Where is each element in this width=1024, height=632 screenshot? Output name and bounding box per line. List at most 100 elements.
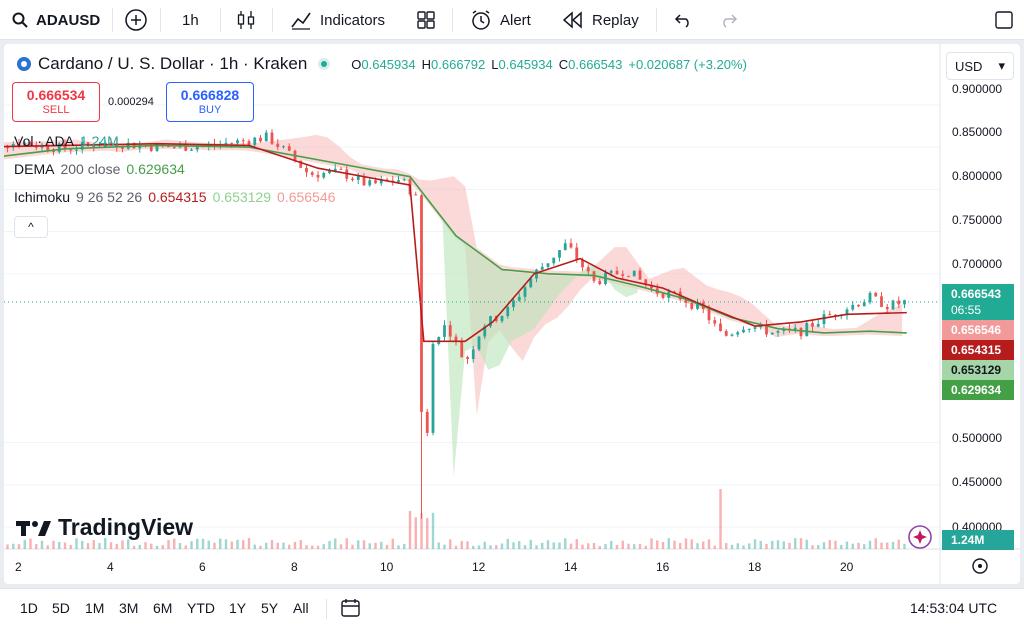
volume-bar xyxy=(891,541,895,549)
candle-body xyxy=(765,324,768,335)
candle-body xyxy=(696,302,699,309)
candle-body xyxy=(368,180,372,186)
sparkle-icon xyxy=(908,525,932,549)
range-1d[interactable]: 1D xyxy=(20,600,38,616)
go-to-date-button[interactable] xyxy=(340,597,362,624)
volume-bar xyxy=(799,538,803,549)
volume-bar xyxy=(339,544,343,549)
layout-button[interactable] xyxy=(994,0,1014,40)
collapse-legend-button[interactable]: ^ xyxy=(14,216,48,238)
candle-body xyxy=(891,300,895,310)
candle-body xyxy=(793,327,797,330)
candle-body xyxy=(569,243,573,248)
volume-bar xyxy=(575,539,578,549)
currency-select[interactable]: USD ▾ xyxy=(946,52,1014,80)
candle-body xyxy=(454,336,458,341)
volume-bar xyxy=(822,542,826,549)
volume-bar xyxy=(558,542,561,549)
candle-body xyxy=(851,304,855,310)
volume-bar xyxy=(357,540,360,549)
interval-button[interactable]: 1h xyxy=(182,0,199,40)
volume-bar xyxy=(150,543,153,549)
dema-legend[interactable]: DEMA 200 close 0.629634 xyxy=(14,161,185,177)
volume-bar xyxy=(305,545,308,549)
range-1y[interactable]: 1Y xyxy=(229,600,247,616)
candle-body xyxy=(425,411,429,433)
candle-body xyxy=(828,314,832,316)
sell-button[interactable]: 0.666534 SELL xyxy=(12,82,100,122)
tradingview-logo-text: TradingView xyxy=(58,514,194,540)
volume-bar xyxy=(840,545,843,549)
range-6m[interactable]: 6M xyxy=(153,600,173,616)
candle-body xyxy=(609,270,613,273)
add-symbol-button[interactable] xyxy=(124,0,148,40)
bottom-bar: 1D 5D 1M 3M 6M YTD 1Y 5Y All 14:53:04 UT… xyxy=(0,588,1024,632)
volume-bar xyxy=(713,545,716,549)
volume-legend[interactable]: Vol · ADA 1.24M xyxy=(14,133,119,149)
volume-bar xyxy=(742,545,745,549)
candle-body xyxy=(379,179,383,184)
ai-assistant-button[interactable] xyxy=(906,524,936,555)
volume-bar xyxy=(506,538,509,549)
volume-bar xyxy=(472,545,475,549)
replay-button[interactable]: Replay xyxy=(562,0,639,40)
range-1m[interactable]: 1M xyxy=(85,600,105,616)
price-tick: 0.800000 xyxy=(952,169,1003,183)
range-ytd[interactable]: YTD xyxy=(187,600,215,616)
candle-body xyxy=(80,142,84,150)
range-3m[interactable]: 3M xyxy=(119,600,139,616)
price-chart[interactable] xyxy=(4,44,1020,584)
candle-body xyxy=(776,331,780,333)
candle-body xyxy=(322,172,326,178)
volume-bar xyxy=(897,539,900,549)
volume-bar xyxy=(29,538,32,549)
volume-bar xyxy=(449,539,452,549)
alert-button[interactable]: Alert xyxy=(470,0,531,40)
clock-display[interactable]: 14:53:04 UTC xyxy=(910,600,998,616)
undo-button[interactable] xyxy=(674,0,694,40)
volume-bar xyxy=(690,539,693,549)
buy-button[interactable]: 0.666828 BUY xyxy=(166,82,254,122)
symbol-search[interactable]: ADAUSD xyxy=(12,0,100,40)
auto-scale-icon[interactable] xyxy=(970,556,990,581)
dema-params: 200 close xyxy=(60,161,121,177)
redo-button[interactable] xyxy=(718,0,738,40)
market-status-icon[interactable] xyxy=(313,56,335,72)
range-all[interactable]: All xyxy=(293,600,309,616)
candle-body xyxy=(644,279,648,285)
volume-bar xyxy=(863,544,866,549)
candle-body xyxy=(374,180,377,184)
volume-bar xyxy=(730,544,734,549)
ichimoku-name: Ichimoku xyxy=(14,189,71,205)
time-tick: 10 xyxy=(380,560,394,574)
candle-body xyxy=(638,270,642,280)
candle-body xyxy=(52,150,55,152)
ichimoku-value-3: 0.656546 xyxy=(277,189,336,205)
search-icon xyxy=(12,12,28,28)
candle-body xyxy=(241,140,245,142)
ichimoku-legend[interactable]: Ichimoku 9 26 52 26 0.654315 0.653129 0.… xyxy=(14,189,335,205)
candle-body xyxy=(69,149,73,151)
range-5d[interactable]: 5D xyxy=(52,600,70,616)
candle-body xyxy=(552,257,556,264)
sell-price: 0.666534 xyxy=(26,87,86,103)
indicators-button[interactable]: Indicators xyxy=(290,0,385,40)
volume-bar xyxy=(759,540,762,549)
candle-body xyxy=(75,149,78,151)
candle-body xyxy=(362,176,366,186)
volume-bar xyxy=(98,543,101,549)
volume-bar xyxy=(776,540,780,549)
volume-bar xyxy=(414,517,417,549)
volume-bar xyxy=(788,542,791,549)
volume-bar xyxy=(633,544,636,549)
range-5y[interactable]: 5Y xyxy=(261,600,279,616)
volume-bar xyxy=(483,541,486,549)
chart-type-button[interactable] xyxy=(236,0,256,40)
candle-body xyxy=(586,267,590,272)
templates-button[interactable] xyxy=(416,0,436,40)
candle-body xyxy=(184,144,188,151)
volume-bar xyxy=(201,538,205,549)
ichimoku-value-2: 0.653129 xyxy=(212,189,272,205)
candle-body xyxy=(857,304,860,307)
chart-pane[interactable]: Cardano / U. S. Dollar · 1h · Kraken O0.… xyxy=(4,44,1020,584)
